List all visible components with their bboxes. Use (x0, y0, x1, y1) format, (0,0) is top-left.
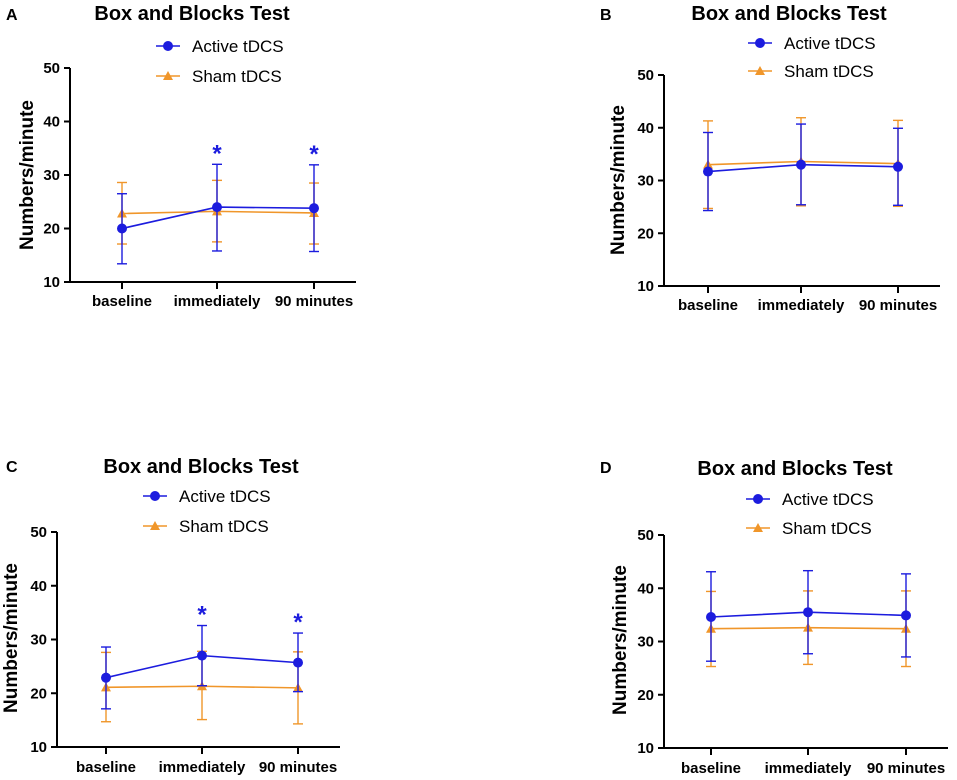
legend-item-sham: Sham tDCS (748, 62, 874, 81)
x-tick-label: immediately (174, 293, 261, 310)
chart-panel-d: D Box and Blocks Test Numbers/minute 10 20 30… (600, 458, 948, 777)
legend: Active tDCS Sham tDCS (746, 490, 874, 538)
chart-title: Box and Blocks Test (103, 456, 299, 478)
panel-letter: D (600, 460, 612, 477)
y-tick-label: 20 (43, 221, 60, 238)
x-tick-label: baseline (92, 293, 152, 310)
x-tick-label: immediately (159, 759, 246, 776)
legend-item-sham: Sham tDCS (143, 517, 269, 536)
legend-item-sham: Sham tDCS (156, 67, 282, 86)
y-tick-label: 10 (637, 740, 654, 757)
chart-title: Box and Blocks Test (94, 3, 290, 25)
series-active: * * (117, 140, 319, 265)
series-active: * * (101, 602, 303, 710)
series-sham (117, 179, 319, 245)
x-tick-label: immediately (765, 760, 852, 777)
series-active (706, 569, 911, 662)
y-tick-label: 40 (637, 580, 654, 597)
y-tick-label: 20 (637, 687, 654, 704)
y-axis-label: Numbers/minute (1, 563, 22, 713)
legend-marker (753, 494, 763, 504)
legend: Active tDCS Sham tDCS (143, 487, 271, 536)
legend-marker (150, 521, 160, 530)
legend-label: Sham tDCS (192, 67, 282, 86)
y-tick-label: 30 (30, 632, 47, 649)
data-point (803, 607, 813, 618)
data-point (706, 612, 716, 623)
legend-marker (150, 491, 160, 501)
x-tick-label: baseline (678, 297, 738, 314)
y-axis-label: Numbers/minute (17, 100, 38, 250)
data-point (796, 159, 806, 170)
y-axis-label: Numbers/minute (610, 565, 631, 715)
y-tick-label: 30 (43, 167, 60, 184)
x-tick-label: 90 minutes (275, 293, 353, 310)
chart-title: Box and Blocks Test (691, 3, 887, 25)
legend-item-active: Active tDCS (746, 490, 874, 509)
y-tick-label: 40 (637, 120, 654, 137)
legend-label: Active tDCS (784, 34, 876, 53)
legend-marker (753, 523, 763, 532)
legend-label: Sham tDCS (782, 519, 872, 538)
panel-letter: B (600, 7, 612, 24)
series-active (703, 123, 903, 212)
data-point (212, 202, 222, 213)
chart-title: Box and Blocks Test (697, 458, 893, 480)
y-axis-label: Numbers/minute (608, 105, 629, 255)
legend-item-sham: Sham tDCS (746, 519, 872, 538)
significance-star: * (197, 602, 207, 629)
chart-panel-a: A Box and Blocks Test Numbers/minute 10 20 30… (6, 3, 356, 310)
y-tick-label: 20 (30, 685, 47, 702)
x-tick-label: 90 minutes (867, 760, 945, 777)
y-tick-label: 30 (637, 634, 654, 651)
x-tick-label: 90 minutes (859, 297, 937, 314)
legend-item-active: Active tDCS (156, 37, 284, 56)
data-point (101, 672, 111, 683)
legend-label: Active tDCS (782, 490, 874, 509)
legend-label: Sham tDCS (784, 62, 874, 81)
legend-label: Active tDCS (179, 487, 271, 506)
legend-item-active: Active tDCS (143, 487, 271, 506)
y-tick-label: 50 (30, 524, 47, 541)
data-point (309, 203, 319, 214)
chart-panel-c: C Box and Blocks Test Numbers/minute 10 20 30… (1, 456, 340, 776)
y-tick-label: 40 (30, 578, 47, 595)
legend-item-active: Active tDCS (748, 34, 876, 53)
legend-label: Active tDCS (192, 37, 284, 56)
data-point (703, 166, 713, 177)
x-tick-label: immediately (758, 297, 845, 314)
panel-letter: C (6, 459, 18, 476)
data-point (197, 650, 207, 661)
data-point (901, 610, 911, 621)
legend: Active tDCS Sham tDCS (748, 34, 876, 81)
y-tick-label: 50 (43, 60, 60, 77)
data-point (293, 657, 303, 668)
y-tick-label: 10 (43, 274, 60, 291)
significance-star: * (212, 140, 222, 167)
legend-marker (755, 38, 765, 48)
legend: Active tDCS Sham tDCS (156, 37, 284, 86)
x-tick-label: baseline (76, 759, 136, 776)
significance-star: * (293, 609, 303, 636)
legend-marker (163, 41, 173, 51)
significance-star: * (309, 141, 319, 168)
legend-marker (163, 71, 173, 80)
legend-label: Sham tDCS (179, 517, 269, 536)
data-point (893, 161, 903, 172)
data-point (117, 223, 127, 234)
y-tick-label: 50 (637, 67, 654, 84)
y-tick-label: 20 (637, 225, 654, 242)
y-tick-label: 40 (43, 114, 60, 131)
chart-panel-b: B Box and Blocks Test Numbers/minute 10 20 30… (600, 3, 940, 314)
y-tick-label: 50 (637, 527, 654, 544)
x-tick-label: baseline (681, 760, 741, 777)
y-tick-label: 10 (30, 739, 47, 756)
legend-marker (755, 66, 765, 75)
x-tick-label: 90 minutes (259, 759, 337, 776)
y-tick-label: 30 (637, 173, 654, 190)
y-tick-label: 10 (637, 278, 654, 295)
panel-letter: A (6, 7, 18, 24)
